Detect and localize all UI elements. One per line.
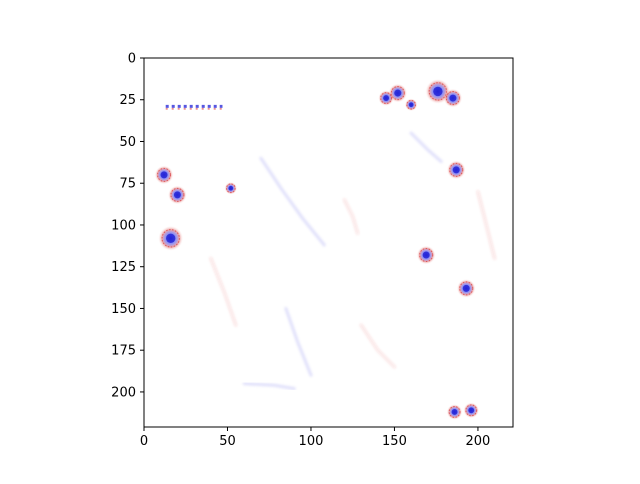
heat-blob-ring [225,183,236,194]
heat-blob-core [433,86,443,97]
y-tick-label: 175 [111,344,136,359]
faint-streak [359,323,396,369]
heat-blob-core [394,89,402,97]
faint-streak [284,307,313,377]
faint-streak [209,256,238,327]
faint-streak [409,131,443,163]
x-tick-label: 100 [299,434,324,449]
heat-blob-ring [448,406,461,418]
heat-blob-core [408,102,414,108]
heat-blob-ring [419,248,434,263]
heatmap-image [154,78,497,420]
y-tick-label: 125 [111,260,136,275]
y-axis: 0 25 50 75 100 125 150 175 200 [111,52,144,400]
heat-blob-ring [459,281,474,296]
heat-blob-ring [449,162,464,177]
y-tick-label: 50 [119,135,136,150]
heat-blob-ring [157,167,172,182]
heat-blob-core [468,407,475,414]
heat-blob-core [451,409,458,415]
heat-blob-core [173,191,181,199]
plot-area [144,58,513,427]
heat-blob-ring [465,404,478,417]
x-tick-label: 200 [466,434,491,449]
faint-streak [259,156,326,247]
heat-blob-ring [380,92,393,104]
heat-blob-core [166,233,176,244]
heat-blob-core [160,171,168,179]
faint-streak [242,382,296,391]
x-tick-label: 50 [219,434,236,449]
heat-blob-core [462,284,470,292]
y-tick-label: 150 [111,302,136,317]
heat-blob-ring [170,187,185,202]
x-tick-label: 0 [140,434,148,449]
y-tick-label: 100 [111,218,136,233]
faint-streak [342,198,360,235]
plot-frame [143,57,514,428]
x-axis: 0 50 100 150 200 [140,427,490,449]
y-tick-label: 0 [128,52,136,67]
y-tick-label: 75 [119,177,136,192]
heat-blob-ring [390,86,405,101]
heat-blob-core [383,95,390,101]
heat-blob-ring [445,91,460,106]
heat-blob-ring [161,229,180,248]
faint-streak [476,190,497,260]
heat-blob-core [449,94,457,102]
x-tick-label: 150 [382,434,407,449]
heat-blob-core [452,166,460,174]
y-tick-label: 25 [119,93,136,108]
heat-blob-core [228,185,234,191]
heat-blob-ring [406,99,416,110]
y-tick-label: 200 [111,385,136,400]
heat-blob-core [422,251,430,259]
